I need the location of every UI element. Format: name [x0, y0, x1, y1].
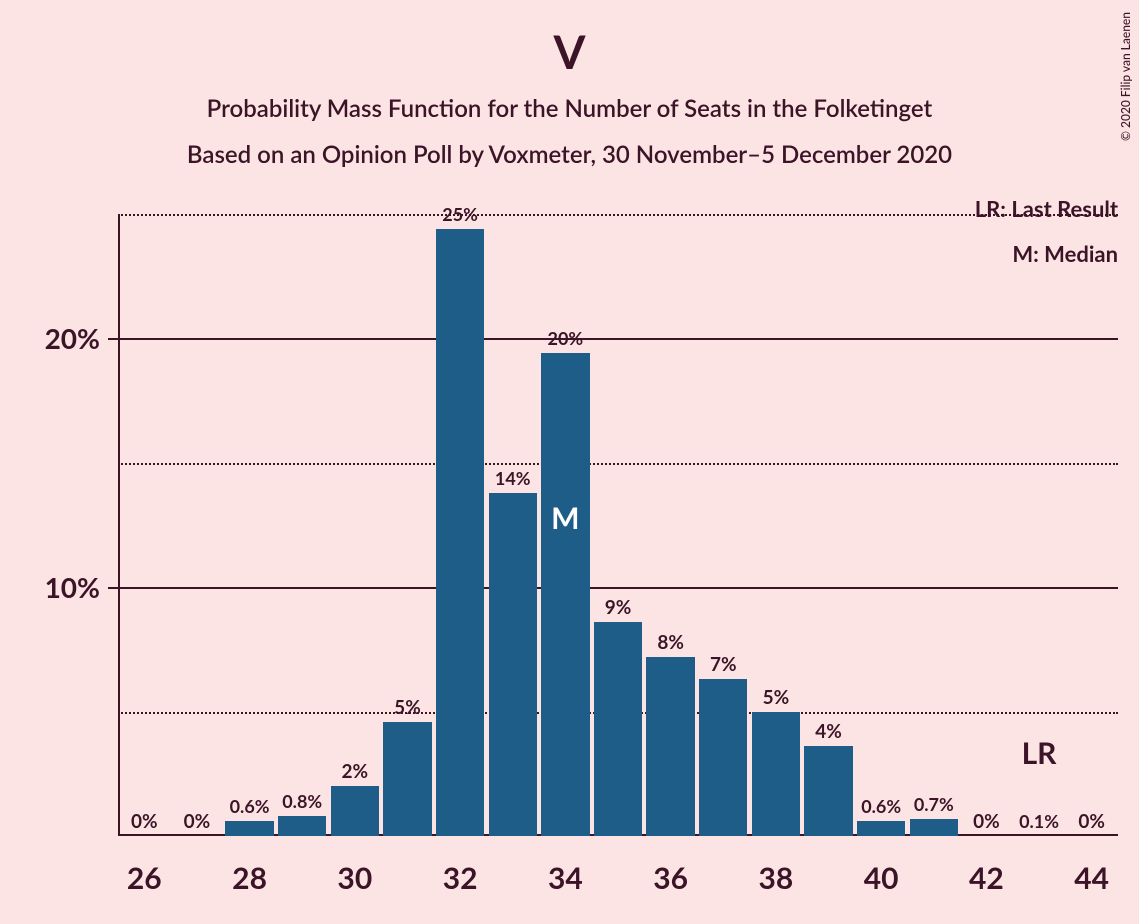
bar	[804, 746, 852, 836]
gridline-major	[118, 587, 1118, 589]
bar	[541, 353, 589, 836]
median-marker: M	[551, 500, 579, 536]
bar-value-label: 7%	[710, 653, 737, 676]
bar-value-label: 9%	[605, 596, 632, 619]
x-axis-label: 26	[127, 860, 162, 896]
x-axis-label: 28	[232, 860, 267, 896]
bar	[225, 821, 273, 836]
x-axis-label: 32	[443, 860, 478, 896]
copyright-text: © 2020 Filip van Laenen	[1118, 12, 1133, 141]
bar-value-label: 2%	[342, 760, 369, 783]
gridline-major	[118, 338, 1118, 340]
legend-m: M: Median	[1012, 240, 1118, 267]
bar-value-label: 8%	[657, 631, 684, 654]
bar-value-label: 5%	[763, 686, 790, 709]
plot-area	[118, 214, 1118, 836]
bar-value-label: 0.6%	[230, 795, 270, 817]
bar	[910, 819, 958, 836]
chart-title: V	[0, 24, 1139, 79]
legend-lr: LR: Last Result	[975, 195, 1118, 222]
bar-value-label: 0.1%	[1019, 810, 1059, 832]
y-axis-label: 10%	[0, 570, 100, 604]
bar-value-label: 5%	[394, 696, 421, 719]
bar	[489, 493, 537, 836]
bar-value-label: 0.7%	[914, 793, 954, 815]
x-axis-label: 44	[1074, 860, 1109, 896]
bar-value-label: 0%	[973, 810, 1000, 833]
bar-value-label: 0.8%	[282, 790, 322, 812]
chart-canvas: V Probability Mass Function for the Numb…	[0, 0, 1139, 924]
bar-value-label: 4%	[815, 720, 842, 743]
x-axis-label: 30	[337, 860, 372, 896]
x-axis-label: 42	[969, 860, 1004, 896]
bar-value-label: 20%	[548, 327, 584, 349]
x-axis-label: 38	[758, 860, 793, 896]
x-axis-label: 40	[864, 860, 899, 896]
y-tick	[108, 338, 118, 340]
chart-subtitle-1: Probability Mass Function for the Number…	[0, 94, 1139, 123]
bar-value-label: 0%	[1078, 810, 1105, 833]
gridline-minor	[118, 214, 1118, 216]
bar-value-label: 0%	[131, 810, 158, 833]
y-tick	[108, 587, 118, 589]
bar-value-label: 25%	[442, 203, 478, 225]
bar	[436, 229, 484, 836]
x-axis-label: 36	[653, 860, 688, 896]
bar-value-label: 0%	[184, 810, 211, 833]
y-axis-label: 20%	[0, 321, 100, 355]
bar-value-label: 0.6%	[861, 795, 901, 817]
bar	[383, 722, 431, 836]
bar	[699, 679, 747, 836]
gridline-minor	[118, 463, 1118, 465]
bar	[278, 816, 326, 836]
lr-marker: LR	[1022, 735, 1057, 771]
bar	[646, 657, 694, 836]
y-axis	[118, 214, 120, 836]
bar	[594, 622, 642, 836]
bar	[857, 821, 905, 836]
chart-subtitle-2: Based on an Opinion Poll by Voxmeter, 30…	[0, 140, 1139, 169]
x-axis-label: 34	[548, 860, 583, 896]
bar	[752, 712, 800, 836]
bar	[331, 786, 379, 836]
bar-value-label: 14%	[495, 467, 531, 489]
